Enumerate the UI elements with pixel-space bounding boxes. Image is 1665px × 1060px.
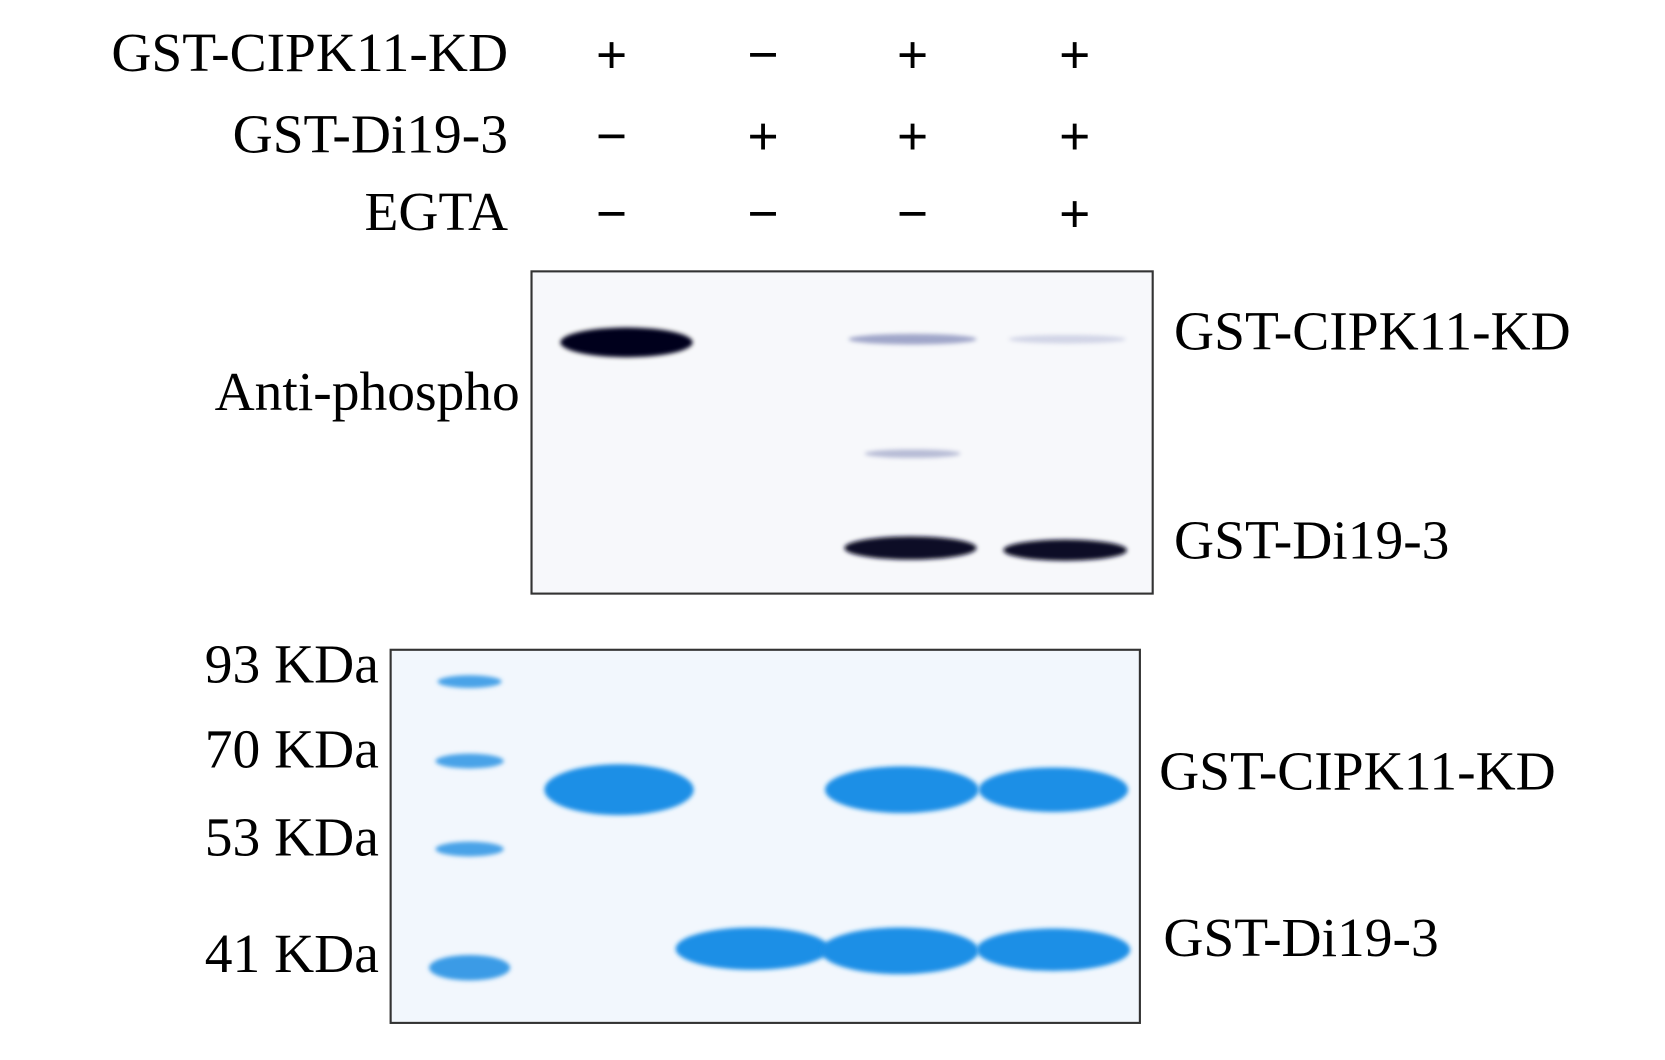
condition-sign: − [596, 184, 627, 243]
condition-sign: − [596, 107, 627, 166]
gel-band [544, 764, 694, 816]
blot-band [848, 333, 977, 345]
gel-panel: 93 KDa 70 KDa 53 KDa 41 KDa GST-CIPK11-KD G… [205, 634, 1556, 1024]
gel-band [820, 927, 979, 975]
marker-label: 93 KDa [205, 634, 379, 695]
blot-band [560, 327, 693, 358]
condition-label: GST-Di19-3 [233, 104, 508, 165]
marker-label: 70 KDa [205, 719, 379, 780]
gel-band [825, 766, 979, 814]
blot-label: Anti-phospho [215, 361, 520, 422]
condition-sign: + [1059, 25, 1090, 84]
blot-band-label: GST-Di19-3 [1174, 510, 1449, 571]
marker-label: 41 KDa [205, 923, 379, 984]
blot-band [844, 536, 977, 560]
marker-band [435, 753, 504, 769]
condition-sign: − [748, 25, 779, 84]
condition-sign: + [748, 107, 779, 166]
blot-band-label: GST-CIPK11-KD [1174, 301, 1571, 362]
gel-band [976, 928, 1131, 971]
condition-sign: − [748, 184, 779, 243]
marker-band [437, 675, 502, 688]
condition-sign: + [897, 25, 928, 84]
condition-sign: + [596, 25, 627, 84]
condition-sign: + [1059, 107, 1090, 166]
condition-sign: − [897, 184, 928, 243]
blot-band [1008, 334, 1127, 344]
marker-labels: 93 KDa 70 KDa 53 KDa 41 KDa [205, 634, 379, 984]
marker-label: 53 KDa [205, 807, 379, 868]
condition-label: EGTA [365, 181, 509, 242]
condition-label: GST-CIPK11-KD [111, 22, 508, 83]
condition-table: GST-CIPK11-KD + − + + GST-Di19-3 − + + + EGTA − − − + [111, 22, 1090, 243]
blot-band [864, 449, 961, 458]
condition-sign: + [897, 107, 928, 166]
gel-band [675, 927, 830, 970]
blot-panel: Anti-phospho GST-CIPK11-KD GST-Di19-3 [215, 270, 1571, 595]
blot-band [1003, 539, 1128, 561]
marker-band [435, 841, 504, 857]
gel-band-label: GST-CIPK11-KD [1159, 741, 1556, 802]
gel-band [978, 767, 1129, 812]
condition-sign: + [1059, 184, 1090, 243]
blot-frame [530, 270, 1154, 595]
gel-band-label: GST-Di19-3 [1163, 907, 1438, 968]
marker-band [429, 955, 511, 981]
